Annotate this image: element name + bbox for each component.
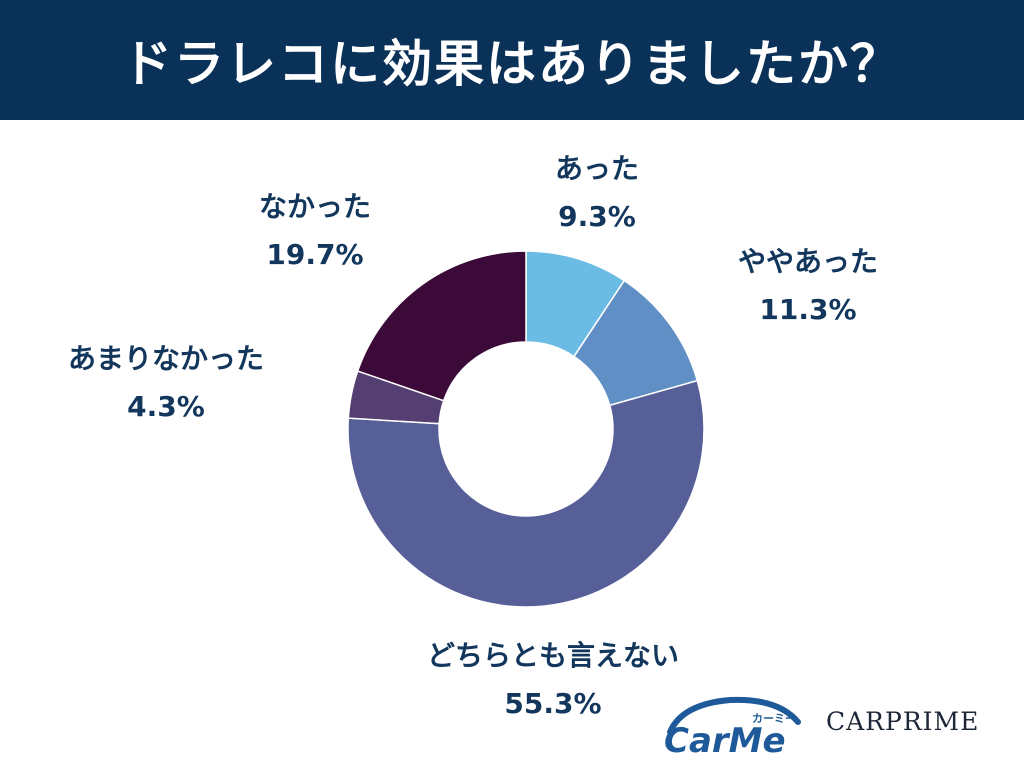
- slice-label-value: 4.3%: [127, 390, 205, 423]
- slice-label-text: あまりなかった: [67, 342, 265, 375]
- page-title: ドラレコに効果はありましたか？: [122, 35, 902, 93]
- svg-text:カーミー: カーミー: [752, 712, 796, 725]
- slice-label-value: 19.7%: [266, 238, 364, 271]
- carme-logo: カーミー CarMe: [664, 696, 801, 758]
- donut-slice-2: [347, 379, 705, 608]
- slice-label-text: どちらとも言えない: [426, 639, 680, 672]
- slice-label-value: 11.3%: [759, 293, 857, 326]
- slice-label-value: 9.3%: [558, 200, 636, 233]
- slice-label-atta: あった 9.3%: [555, 145, 639, 241]
- slice-label-amari-nakatta: あまりなかった 4.3%: [68, 335, 264, 431]
- svg-text:CarMe: CarMe: [664, 721, 786, 758]
- slice-label-value: 55.3%: [504, 687, 602, 720]
- slice-label-text: ややあった: [737, 245, 879, 278]
- donut-slice-4: [356, 250, 527, 402]
- slice-label-nakatta: なかった 19.7%: [259, 183, 371, 279]
- slice-label-text: あった: [554, 152, 640, 185]
- header-banner: ドラレコに効果はありましたか？: [0, 0, 1024, 120]
- carprime-logo: CARPRIME: [826, 707, 980, 736]
- slice-label-text: なかった: [258, 190, 372, 223]
- slice-label-yaya-atta: ややあった 11.3%: [738, 238, 878, 334]
- slice-label-dochira-tomo: どちらとも言えない 55.3%: [427, 632, 679, 728]
